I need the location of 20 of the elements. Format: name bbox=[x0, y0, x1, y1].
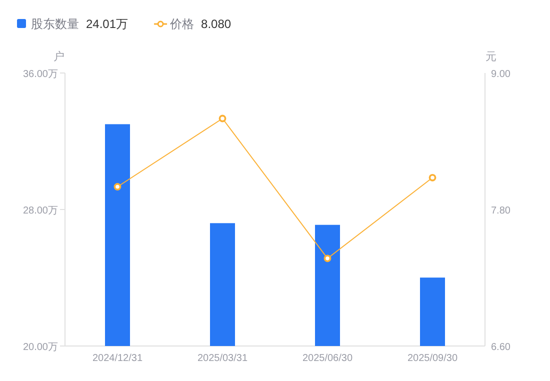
y-axis-title: 户 bbox=[54, 50, 64, 63]
point bbox=[114, 183, 122, 190]
y2-tick-label: 6.60 bbox=[491, 342, 511, 353]
legend-label: 股东数量 bbox=[31, 17, 79, 31]
text: 24.01万 bbox=[86, 17, 128, 31]
y-tick-label: 28.00万 bbox=[22, 206, 58, 216]
y2-tick-label: 9.00 bbox=[491, 69, 511, 80]
legend-label: 价格 bbox=[169, 17, 194, 31]
x-tick-label: 2025/06/30 bbox=[302, 353, 353, 364]
point bbox=[428, 174, 436, 182]
x-tick-label: 2025/09/30 bbox=[407, 353, 458, 364]
y2-tick-label: 7.80 bbox=[491, 206, 511, 216]
y-tick-label: 36.00万 bbox=[22, 69, 58, 80]
point bbox=[218, 114, 226, 122]
point bbox=[324, 254, 332, 262]
text: 8.080 bbox=[201, 17, 232, 31]
y-tick-label: 20.00万 bbox=[22, 342, 58, 353]
x-tick-label: 2025/03/31 bbox=[197, 353, 248, 364]
y2-axis-title: 元 bbox=[486, 51, 496, 63]
x-tick-label: 2024/12/31 bbox=[92, 353, 143, 364]
